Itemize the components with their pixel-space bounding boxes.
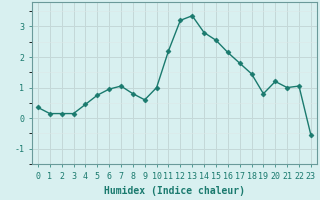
X-axis label: Humidex (Indice chaleur): Humidex (Indice chaleur) — [104, 186, 245, 196]
